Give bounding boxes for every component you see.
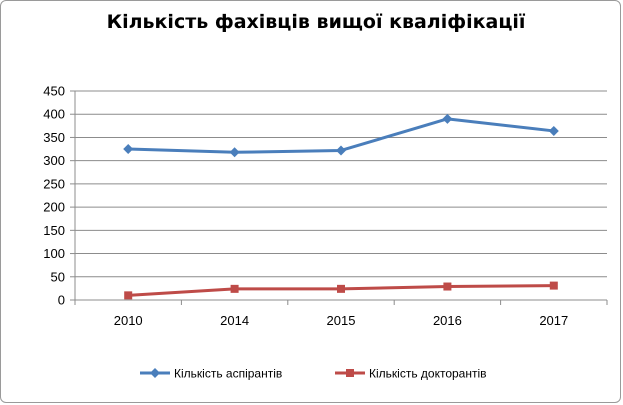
y-tick-label: 100 [43,246,65,261]
x-tick-label: 2016 [433,313,462,328]
data-point [123,144,134,155]
x-tick-label: 2010 [114,313,143,328]
y-tick-label: 400 [43,107,65,122]
y-tick-label: 150 [43,223,65,238]
legend-marker [150,368,160,378]
data-point [124,291,133,300]
legend-marker [346,369,354,377]
data-point [337,284,345,293]
legend-entry: Кількість докторантів [335,367,487,381]
axes [70,90,608,305]
y-tick-label: 250 [43,176,65,191]
x-tick-labels: 2010 2014 2015 2016 2017 [114,313,569,328]
data-point [336,145,346,156]
y-tick-label: 200 [43,200,65,215]
data-point [230,284,239,293]
data-point [549,281,558,290]
legend: Кількість аспірантів Кількість докторанті… [140,367,487,381]
series-2 [124,281,558,300]
y-tick-label: 300 [43,153,65,168]
x-tick-label: 2017 [539,313,568,328]
y-tick-label: 50 [51,269,65,284]
series-lines [123,113,559,300]
grid-lines [75,90,607,278]
x-tick-label: 2015 [327,313,356,328]
y-tick-labels: 0 50 100 150 200 250 300 350 400 450 [43,84,65,308]
data-point [442,113,453,124]
x-tick-label: 2014 [220,313,249,328]
chart-title: Кількість фахівців вищої кваліфікації [107,11,526,33]
data-point [548,125,559,136]
legend-label: Кількість аспірантів [174,367,282,381]
y-tick-label: 450 [43,84,65,99]
legend-entry: Кількість аспірантів [140,367,282,381]
series-1 [123,113,559,158]
data-point [443,282,452,291]
y-tick-label: 0 [58,293,65,308]
legend-label: Кількість докторантів [369,367,487,381]
y-tick-label: 350 [43,130,65,145]
data-point [229,147,240,158]
